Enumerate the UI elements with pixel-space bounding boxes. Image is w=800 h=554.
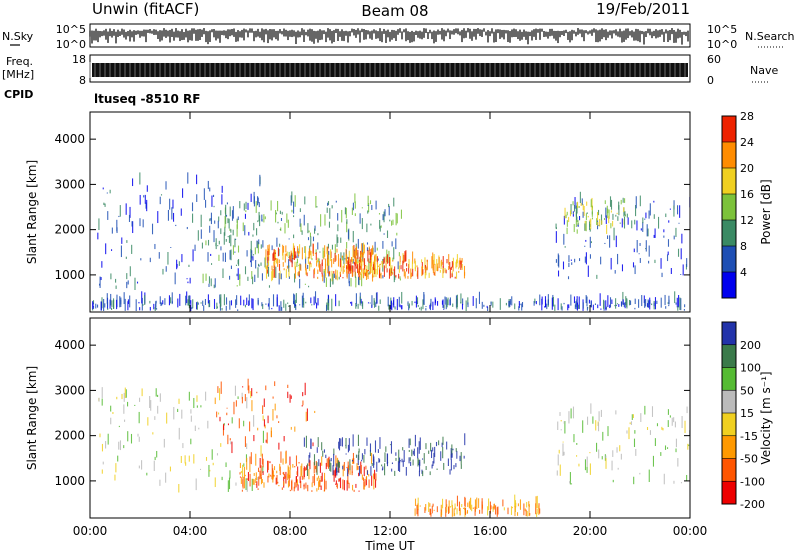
colorbar-tick-label: 12 — [740, 214, 754, 227]
colorbar-tick-label: 4 — [740, 266, 747, 279]
x-tick-label: 08:00 — [273, 524, 308, 538]
y-tick-label: 2000 — [54, 223, 85, 237]
noise-panel: N.Sky 10^5 10^0 10^5 10^0 N.Search — [2, 23, 795, 51]
nave-tick-top: 60 — [707, 53, 721, 66]
colorbar-swatch — [722, 272, 736, 298]
power-panel: 1000 2000 3000 4000 Slant Range [km] 4 8 12 16… — [25, 110, 773, 313]
power-axes: 1000 2000 3000 4000 — [54, 112, 691, 312]
velocity-axes: 1000 2000 3000 4000 00:00 04:00 08:00 12:00 16:0… — [54, 318, 707, 538]
y-tick-label: 1000 — [54, 268, 85, 282]
power-colorbar: 4 8 12 16 20 24 28 — [721, 110, 754, 299]
freq-tick-top: 18 — [72, 53, 86, 66]
power-ylabel: Slant Range [km] — [25, 160, 39, 264]
velocity-panel-frame — [89, 317, 691, 519]
x-tick-label: 20:00 — [573, 524, 608, 538]
velocity-colorbar: 200 100 50 15 -15 -50 -100 -200 — [721, 321, 765, 511]
colorbar-tick-label: 200 — [740, 339, 761, 352]
colorbar-swatch — [722, 413, 736, 436]
power-colorbar-label: Power [dB] — [759, 179, 773, 244]
velocity-ylabel: Slant Range [km] — [25, 366, 39, 470]
colorbar-swatch — [722, 142, 736, 168]
nsearch-tick-bottom: 10^0 — [707, 38, 737, 51]
colorbar-tick-label: 100 — [740, 362, 761, 375]
colorbar-swatch — [722, 458, 736, 482]
colorbar-tick-label: 15 — [740, 407, 754, 420]
nsky-tick-top: 10^5 — [56, 23, 86, 36]
y-tick-label: 3000 — [54, 383, 85, 397]
freq-marks — [89, 62, 688, 78]
y-tick-label: 4000 — [54, 338, 85, 352]
nave-label: Nave — [750, 64, 778, 77]
colorbar-tick-label: -15 — [740, 430, 758, 443]
colorbar-swatch — [722, 116, 736, 142]
x-tick-label: 04:00 — [173, 524, 208, 538]
power-panel-frame — [89, 111, 691, 313]
colorbar-tick-label: 28 — [740, 110, 754, 123]
y-tick-label: 2000 — [54, 429, 85, 443]
x-axis-label: Time UT — [364, 539, 415, 553]
velocity-panel: 1000 2000 3000 4000 00:00 04:00 08:00 12:00 16:0… — [25, 317, 773, 553]
colorbar-swatch — [722, 390, 736, 413]
colorbar-swatch — [722, 481, 736, 504]
y-tick-label: 4000 — [54, 132, 85, 146]
colorbar-swatch — [722, 168, 736, 194]
nave-tick-bottom: 0 — [707, 74, 714, 87]
colorbar-tick-label: -200 — [740, 498, 765, 511]
y-tick-label: 1000 — [54, 474, 85, 488]
control-program: ltuseq -8510 RF — [94, 92, 200, 106]
colorbar-tick-label: 24 — [740, 136, 754, 149]
x-tick-label: 12:00 — [373, 524, 408, 538]
freq-label-line2: [MHz] — [2, 68, 34, 81]
station-title: Unwin (fitACF) — [92, 0, 199, 18]
x-tick-label: 16:00 — [473, 524, 508, 538]
cpid-label: CPID — [4, 88, 33, 101]
y-tick-label: 3000 — [54, 177, 85, 191]
noise-marks — [89, 28, 689, 45]
velocity-colorbar-label: Velocity [m s⁻¹] — [759, 371, 773, 464]
freq-label-line1: Freq. — [6, 55, 33, 68]
colorbar-swatch — [722, 435, 736, 459]
colorbar-tick-label: -100 — [740, 475, 765, 488]
colorbar-tick-label: 50 — [740, 384, 754, 397]
nsearch-tick-top: 10^5 — [707, 23, 737, 36]
x-tick-label: 00:00 — [673, 524, 708, 538]
nsky-tick-bottom: 10^0 — [56, 38, 86, 51]
velocity-marks — [98, 378, 691, 517]
colorbar-tick-label: 16 — [740, 188, 754, 201]
colorbar-swatch — [722, 344, 736, 368]
colorbar-swatch — [722, 322, 736, 345]
nsky-label: N.Sky — [2, 30, 34, 43]
colorbar-swatch — [722, 220, 736, 246]
date-title: 19/Feb/2011 — [596, 0, 690, 18]
freq-nave-panel: Freq. [MHz] 18 8 60 0 Nave CPID ltuseq -… — [2, 53, 778, 106]
beam-title: Beam 08 — [361, 2, 428, 20]
colorbar-tick-label: 8 — [740, 240, 747, 253]
colorbar-swatch — [722, 194, 736, 220]
colorbar-swatch — [722, 367, 736, 391]
freq-tick-bottom: 8 — [79, 74, 86, 87]
colorbar-swatch — [722, 246, 736, 272]
x-tick-label: 00:00 — [73, 524, 108, 538]
nsearch-label: N.Search — [745, 30, 795, 43]
colorbar-tick-label: -50 — [740, 453, 758, 466]
colorbar-tick-label: 20 — [740, 162, 754, 175]
power-marks — [92, 172, 691, 311]
